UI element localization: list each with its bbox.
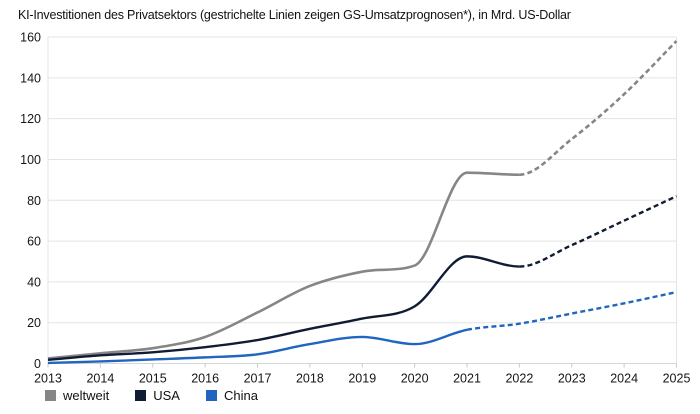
x-axis-tick-label: 2015 <box>139 372 167 386</box>
y-axis-tick-label: 20 <box>27 316 41 330</box>
x-axis-tick-label: 2022 <box>505 372 533 386</box>
y-axis-tick-label: 0 <box>34 357 41 371</box>
x-axis-tick-label: 2023 <box>558 372 586 386</box>
chart-title: KI-Investitionen des Privatsektors (gest… <box>18 8 571 22</box>
legend-item-china: China <box>205 388 258 403</box>
legend: weltweit USA China <box>45 389 258 402</box>
y-axis-tick-label: 60 <box>27 235 41 249</box>
x-axis-tick-label: 2019 <box>348 372 376 386</box>
x-axis-tick-label: 2017 <box>244 372 272 386</box>
x-axis-tick-label: 2016 <box>191 372 219 386</box>
y-axis-tick-label: 160 <box>20 31 41 45</box>
legend-label: China <box>223 388 258 403</box>
legend-item-usa: USA <box>135 389 180 402</box>
series-line-usa <box>47 255 520 362</box>
legend-swatch-icon <box>45 390 56 401</box>
series-forecast-line-china <box>466 290 677 332</box>
legend-label: weltweit <box>63 388 110 403</box>
x-axis-tick-label: 2018 <box>296 372 324 386</box>
x-axis-tick-label: 2021 <box>453 372 481 386</box>
y-axis-tick-label: 140 <box>20 71 41 85</box>
series-line-weltweit <box>47 171 520 360</box>
legend-swatch-icon <box>135 390 147 401</box>
series-forecast-line-usa <box>519 195 678 268</box>
x-axis-tick-label: 2025 <box>663 372 691 386</box>
x-axis-tick-label: 2020 <box>401 372 429 386</box>
legend-label: USA <box>153 388 180 403</box>
x-axis-tick-label: 2013 <box>34 372 62 386</box>
legend-item-weltweit: weltweit <box>45 389 109 402</box>
series-line-china <box>47 328 468 365</box>
y-axis-tick-label: 100 <box>20 153 41 167</box>
series-forecast-line-weltweit <box>519 40 678 177</box>
y-axis-tick-label: 80 <box>27 194 41 208</box>
x-axis-tick-label: 2014 <box>86 372 114 386</box>
y-axis-tick-label: 40 <box>27 275 41 289</box>
legend-swatch-icon <box>205 390 217 401</box>
y-axis-tick-label: 120 <box>20 112 41 126</box>
x-axis-tick-label: 2024 <box>610 372 638 386</box>
